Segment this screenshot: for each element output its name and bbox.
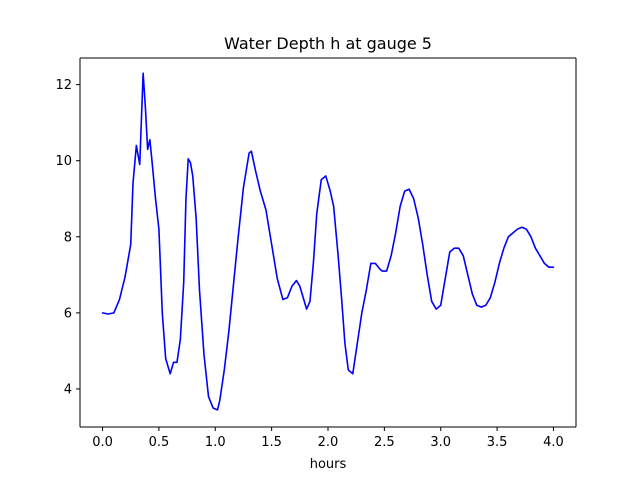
x-tick-label: 3.5 <box>487 435 508 450</box>
x-tick-label: 2.0 <box>318 435 339 450</box>
y-ticks: 4 6 8 10 12 <box>55 78 80 397</box>
y-tick-label: 8 <box>64 230 72 245</box>
x-tick-label: 4.0 <box>543 435 564 450</box>
axes-frame <box>79 57 577 428</box>
x-tick-label: 2.5 <box>374 435 395 450</box>
plot-area <box>80 58 576 427</box>
x-tick-label: 0.5 <box>149 435 170 450</box>
x-ticks: 0.0 0.5 1.0 1.5 2.0 2.5 3.0 3.5 4.0 <box>92 427 564 450</box>
chart-title: Water Depth h at gauge 5 <box>224 34 432 53</box>
x-axis-label: hours <box>310 457 347 472</box>
x-tick-label: 0.0 <box>92 435 113 450</box>
series-line-0 <box>101 72 555 411</box>
x-tick-label: 1.0 <box>205 435 226 450</box>
y-tick-label: 10 <box>55 154 72 169</box>
y-tick-label: 6 <box>64 306 72 321</box>
x-tick-label: 3.0 <box>430 435 451 450</box>
series-layer <box>101 72 555 411</box>
x-tick-label: 1.5 <box>261 435 282 450</box>
y-tick-label: 12 <box>55 78 72 93</box>
y-tick-label: 4 <box>64 382 72 397</box>
